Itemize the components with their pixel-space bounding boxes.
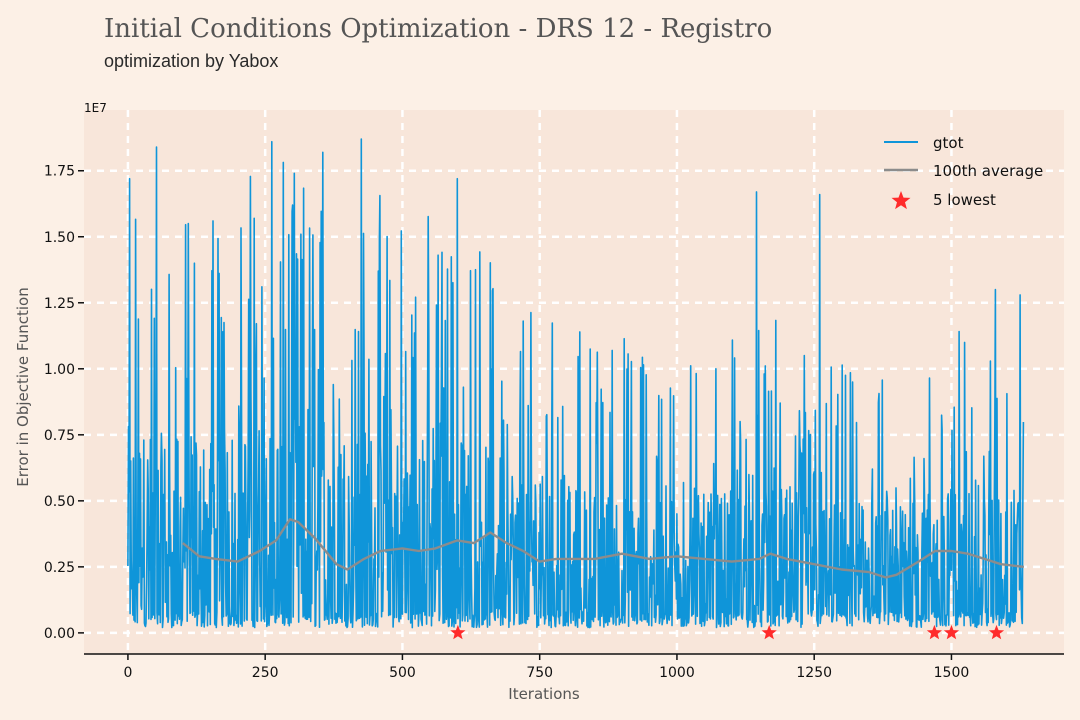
average-series bbox=[182, 518, 1025, 579]
average-line bbox=[182, 518, 1025, 579]
y-tick-label-3: 0.75 bbox=[44, 428, 75, 444]
legend: gtot 100th average 5 lowest bbox=[884, 134, 1043, 210]
lowest-point-star-4 bbox=[988, 624, 1005, 640]
x-tick-label-6: 1500 bbox=[934, 665, 970, 681]
y-tick-label-1: 0.25 bbox=[44, 560, 75, 576]
y-multiplier-label: 1E7 bbox=[84, 101, 107, 115]
legend-gtot-label: gtot bbox=[933, 134, 964, 152]
y-tick-label-5: 1.25 bbox=[44, 296, 75, 312]
y-axis-ticks: 0.00 0.25 0.50 0.75 1.00 1.25 1.50 1.75 bbox=[44, 164, 84, 642]
legend-lowest-star-icon bbox=[891, 191, 911, 210]
y-tick-label-2: 0.50 bbox=[44, 494, 75, 510]
chart-title: Initial Conditions Optimization - DRS 12… bbox=[104, 14, 773, 44]
chart-subtitle: optimization by Yabox bbox=[104, 51, 279, 71]
x-tick-label-5: 1250 bbox=[796, 665, 832, 681]
y-axis-label: Error in Objective Function bbox=[14, 287, 32, 486]
lowest-points-series bbox=[450, 624, 1005, 640]
legend-average-label: 100th average bbox=[933, 162, 1043, 180]
lowest-point-star-3 bbox=[943, 624, 960, 640]
x-tick-label-2: 500 bbox=[389, 665, 416, 681]
y-tick-label-4: 1.00 bbox=[44, 362, 75, 378]
x-axis-ticks: 0 250 500 750 1000 1250 1500 bbox=[123, 654, 969, 681]
lowest-point-star-0 bbox=[450, 624, 466, 640]
legend-lowest-label: 5 lowest bbox=[933, 191, 996, 209]
x-tick-label-4: 1000 bbox=[659, 665, 695, 681]
x-tick-label-1: 250 bbox=[252, 665, 279, 681]
x-tick-label-3: 750 bbox=[526, 665, 553, 681]
y-tick-label-0: 0.00 bbox=[44, 626, 75, 642]
y-tick-label-7: 1.75 bbox=[44, 164, 75, 180]
x-axis-label: Iterations bbox=[508, 685, 580, 703]
lowest-point-star-1 bbox=[761, 624, 777, 640]
x-tick-label-0: 0 bbox=[123, 665, 132, 681]
lowest-point-star-2 bbox=[926, 624, 942, 640]
y-tick-label-6: 1.50 bbox=[44, 230, 75, 246]
